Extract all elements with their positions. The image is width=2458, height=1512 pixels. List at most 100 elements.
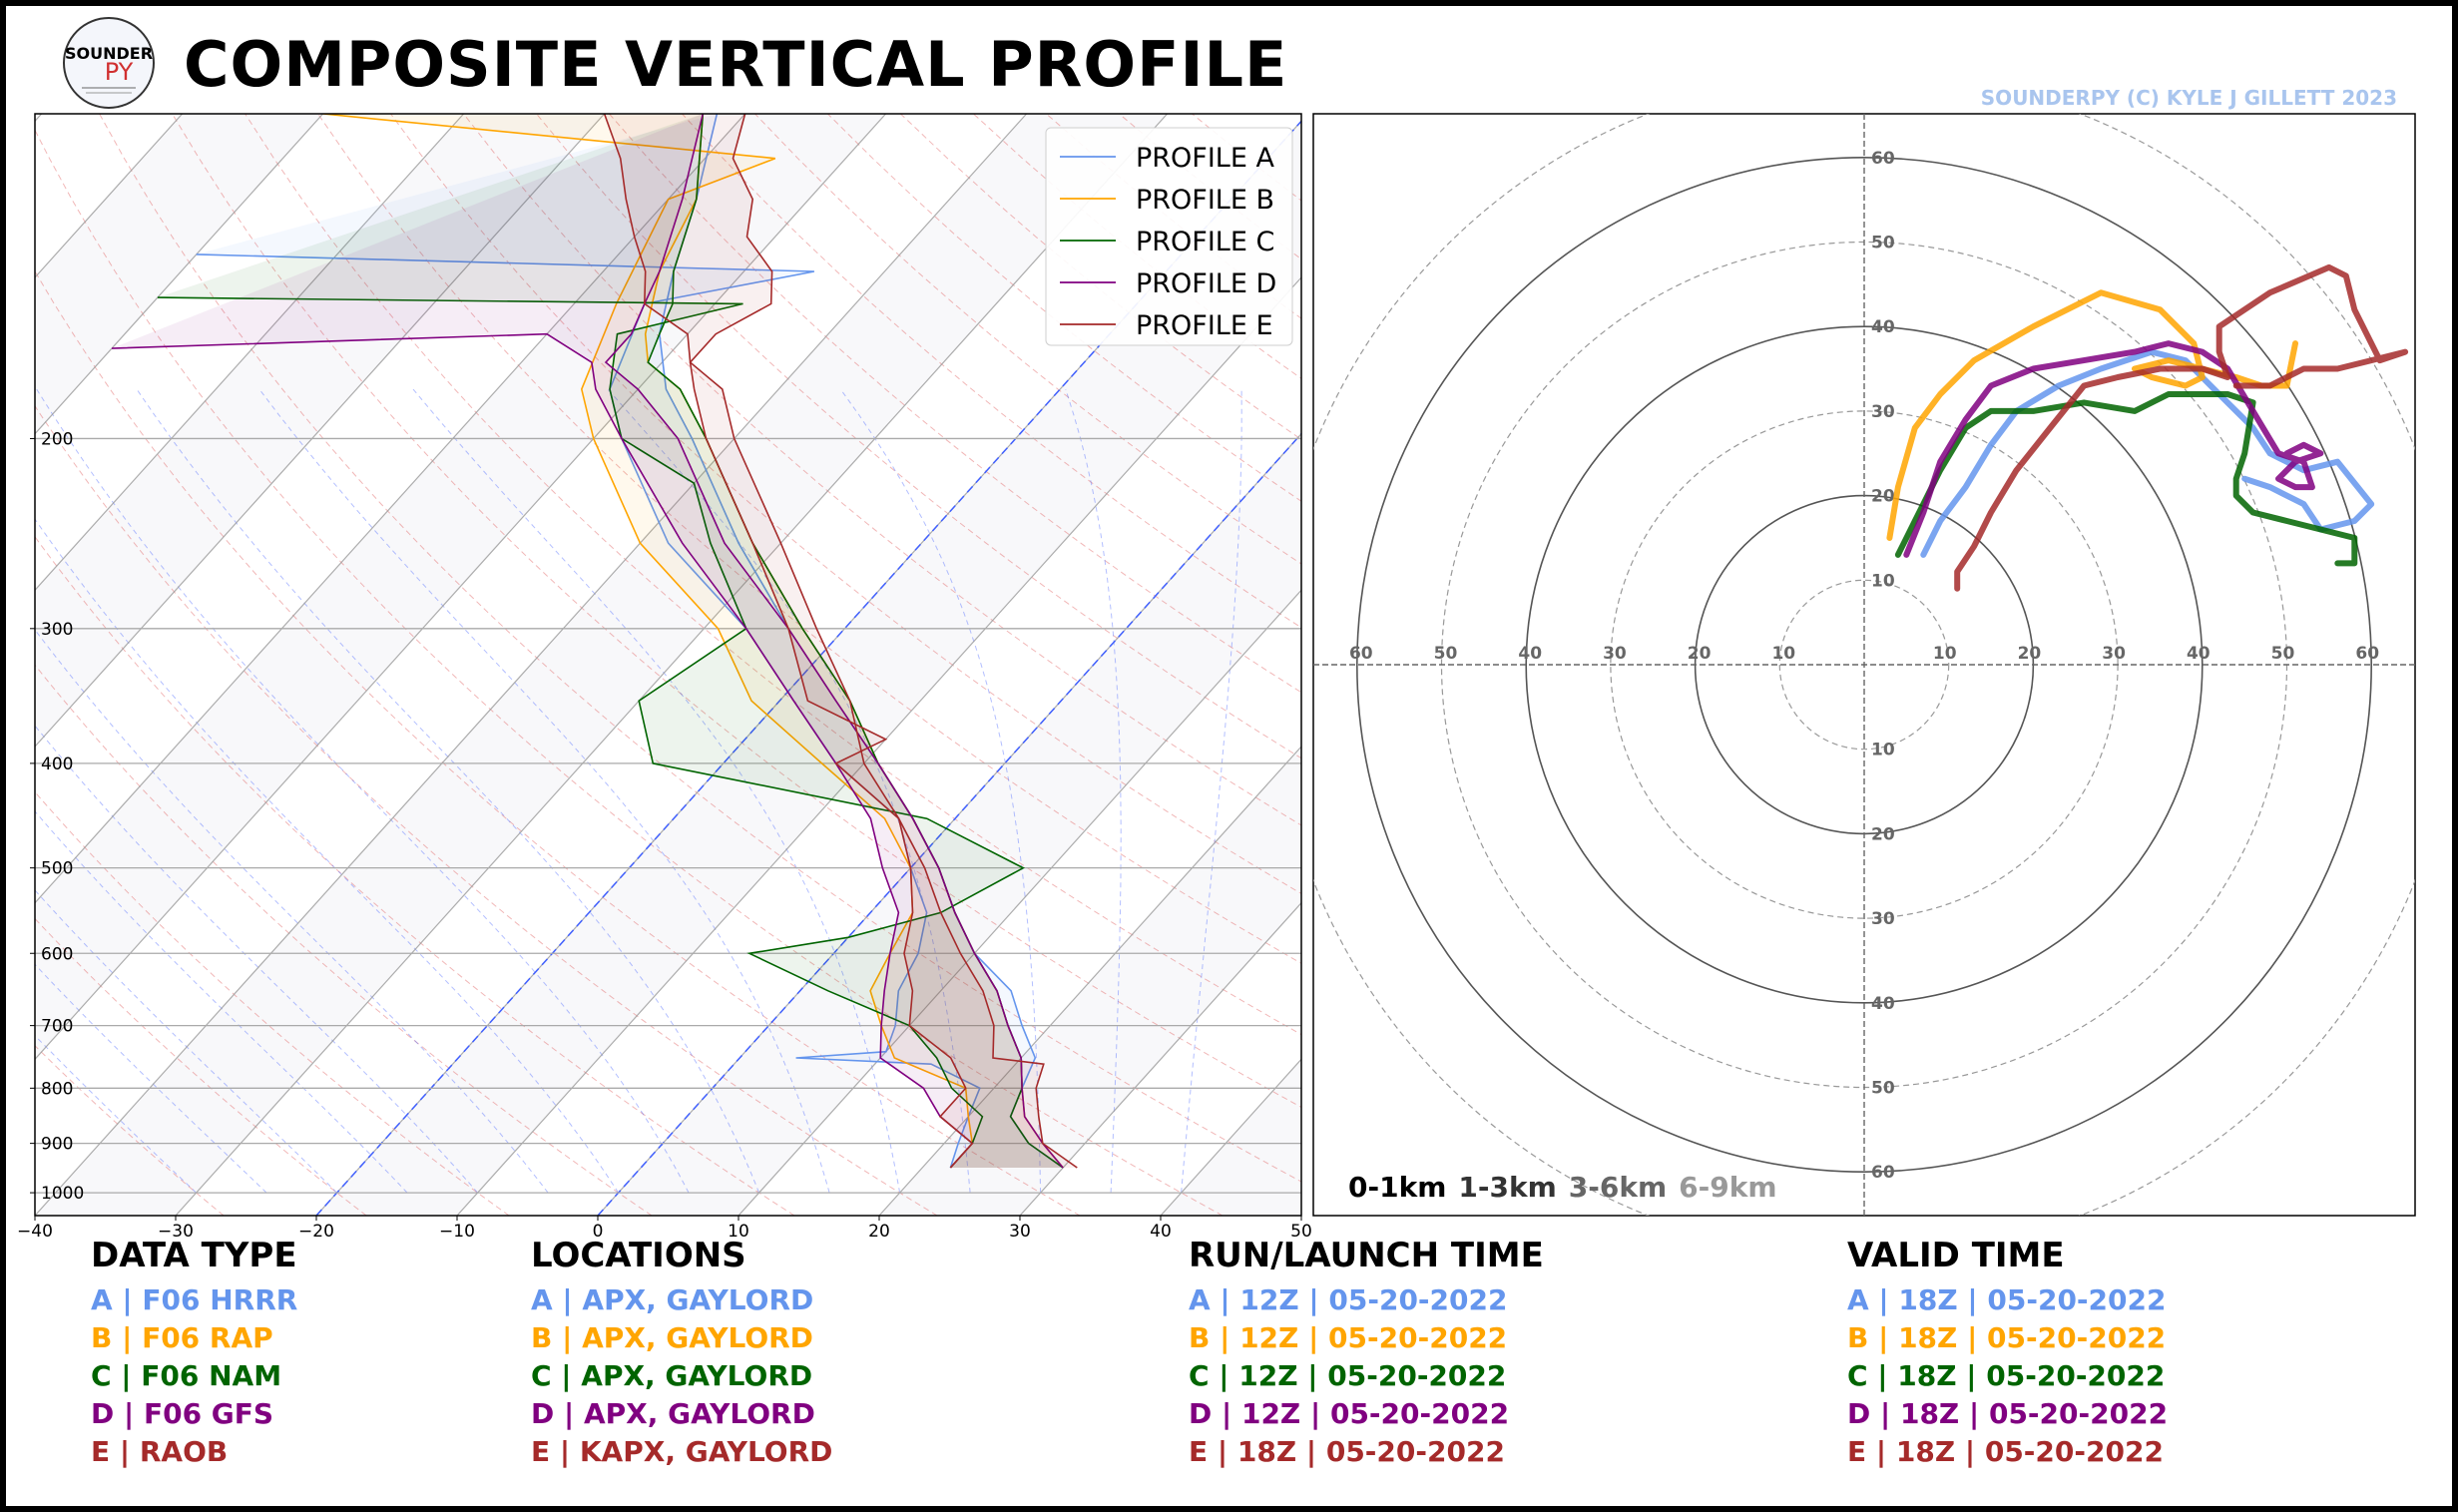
isotherm <box>1019 901 1301 1216</box>
ring-label: 20 <box>2018 644 2042 664</box>
moist-adiabat <box>35 725 478 1194</box>
isotherm <box>35 114 606 748</box>
legend-label: PROFILE B <box>1136 185 1274 216</box>
dry-adiabat <box>99 114 1301 1183</box>
skew-t-frame <box>34 113 1302 1217</box>
ring-label: 50 <box>1871 234 1895 253</box>
moist-adiabat <box>1065 388 1122 1194</box>
dry-adiabat <box>245 114 1301 1036</box>
svg-text:SOUNDER: SOUNDER <box>65 44 153 63</box>
ring-label: 10 <box>1871 741 1895 760</box>
y-tick-label: 800 <box>41 1079 73 1099</box>
legend-label: PROFILE D <box>1136 268 1276 299</box>
isotherm <box>175 114 1169 1216</box>
info-header: LOCATIONS <box>531 1236 746 1275</box>
profile-e-dewpoint <box>603 114 974 1169</box>
isotherm <box>35 114 465 592</box>
y-tick-label: 400 <box>41 755 73 774</box>
ring-label: 40 <box>1518 644 1542 664</box>
x-tick-label: 30 <box>1009 1222 1031 1242</box>
credit-text: SOUNDERPY (C) KYLE J GILLETT 2023 <box>1980 86 2397 110</box>
x-tick-label: 10 <box>728 1222 749 1242</box>
moist-adiabat <box>35 1034 197 1194</box>
legend-label: PROFILE E <box>1136 310 1273 341</box>
ring-label: 60 <box>1349 644 1373 664</box>
legend-label: PROFILE A <box>1136 143 1274 174</box>
info-line: C | 12Z | 05-20-2022 <box>1189 1359 1507 1392</box>
profile-b-fill <box>322 114 1064 1169</box>
legend-label: PROFILE C <box>1136 227 1274 257</box>
ring-label: 30 <box>1603 644 1627 664</box>
info-line: E | KAPX, GAYLORD <box>531 1435 833 1468</box>
x-tick-label: 20 <box>868 1222 890 1242</box>
info-line: C | F06 NAM <box>91 1359 282 1392</box>
ring-label: 40 <box>1871 317 1895 337</box>
info-header: DATA TYPE <box>91 1236 297 1275</box>
ring-label: 20 <box>1871 824 1895 844</box>
info-line: C | APX, GAYLORD <box>531 1359 813 1392</box>
info-line: E | 18Z | 05-20-2022 <box>1189 1435 1505 1468</box>
skew-t-legend: PROFILE A PROFILE B PROFILE C PROFILE D PROF… <box>1045 127 1293 346</box>
hodograph-grid: 10 10 10 10 20 20 20 20 30 30 30 30 40 40 40 40 50 50 50 50… <box>1313 114 2415 1216</box>
hodograph-ring <box>1356 156 2373 1174</box>
ring-label: 40 <box>2187 644 2211 664</box>
ring-label: 40 <box>1871 994 1895 1014</box>
info-column-data-type: DATA TYPE A | F06 HRRR B | F06 RAP C | F… <box>91 1236 297 1471</box>
info-line: B | APX, GAYLORD <box>531 1321 813 1354</box>
info-line: A | F06 HRRR <box>91 1283 298 1316</box>
x-tick-label: −40 <box>17 1222 53 1242</box>
info-line: B | F06 RAP <box>91 1321 273 1354</box>
ring-label: 30 <box>1871 402 1895 422</box>
x-tick-label: 40 <box>1150 1222 1172 1242</box>
info-header: RUN/LAUNCH TIME <box>1189 1236 1544 1275</box>
isotherm <box>35 114 1028 1216</box>
ring-label: 10 <box>1933 644 1957 664</box>
y-tick-label: 300 <box>41 620 73 640</box>
profile-a-fill <box>196 114 1064 1169</box>
y-tick-label: 600 <box>41 944 73 964</box>
x-tick-label: −10 <box>439 1222 475 1242</box>
dry-adiabat <box>172 114 1301 1109</box>
dry-adiabat <box>35 269 1081 1216</box>
isotherm-band <box>35 114 1168 1216</box>
sounderpy-logo: SOUNDER PY <box>63 17 155 109</box>
isotherm <box>35 114 746 904</box>
moist-adiabat <box>839 388 1042 1194</box>
legend-box <box>1045 127 1293 346</box>
page-title: COMPOSITE VERTICAL PROFILE <box>184 28 1288 101</box>
layer-key-label: 0-1km <box>1348 1171 1446 1204</box>
y-tick-label: 200 <box>41 429 73 449</box>
moist-adiabat <box>35 629 549 1194</box>
layer-key-label: 1-3km <box>1458 1171 1556 1204</box>
profile-e-fill <box>604 114 1078 1169</box>
ring-label: 50 <box>2271 644 2295 664</box>
hodograph-ring <box>1778 579 1950 751</box>
profile-d-dewpoint <box>111 332 974 1169</box>
profile-e-temperature <box>689 114 1078 1169</box>
info-line: C | 18Z | 05-20-2022 <box>1847 1359 2166 1392</box>
info-header: VALID TIME <box>1847 1236 2065 1275</box>
dry-adiabat <box>35 404 938 1216</box>
moist-adiabat <box>258 388 830 1194</box>
info-line: E | RAOB <box>91 1435 229 1468</box>
info-line: D | APX, GAYLORD <box>531 1397 815 1430</box>
skew-t-lines <box>35 114 1301 1216</box>
info-line: A | 12Z | 05-20-2022 <box>1189 1283 1508 1316</box>
ring-label: 10 <box>1771 644 1795 664</box>
info-line: E | 18Z | 05-20-2022 <box>1847 1435 2164 1468</box>
y-tick-label: 700 <box>41 1017 73 1037</box>
x-tick-label: 50 <box>1290 1222 1312 1242</box>
hodograph-trace-e <box>1954 263 2409 592</box>
dry-adiabat <box>35 917 367 1216</box>
ring-label: 60 <box>1871 1163 1895 1183</box>
info-line: D | F06 GFS <box>91 1397 274 1430</box>
info-line: B | 18Z | 05-20-2022 <box>1847 1321 2167 1354</box>
ring-label: 30 <box>2102 644 2126 664</box>
moist-adiabat <box>1181 388 1242 1194</box>
profile-c-fill <box>157 114 1064 1169</box>
hodograph-ring <box>1525 325 2204 1004</box>
ring-label: 30 <box>1871 909 1895 929</box>
dry-adiabat <box>682 114 1301 629</box>
figure-canvas: SOUNDER PY COMPOSITE VERTICAL PROFILE SO… <box>6 6 2452 1506</box>
